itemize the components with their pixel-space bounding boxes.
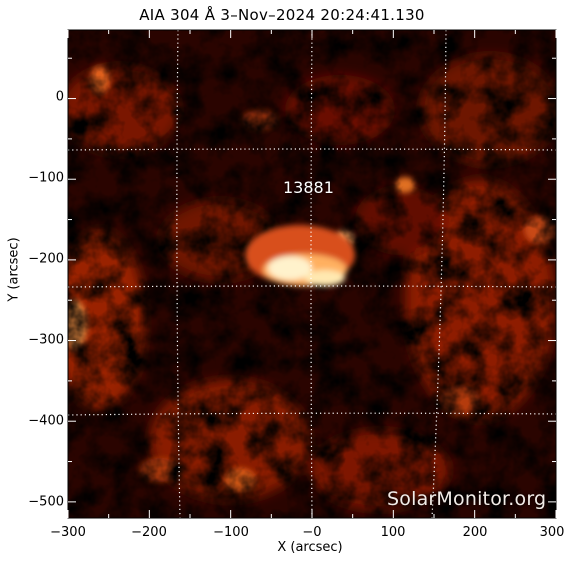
x-tick-label: 200 <box>462 525 488 540</box>
x-tick-label: 300 <box>539 525 564 540</box>
active-region-core <box>245 225 355 286</box>
active-region-label: 13881 <box>283 178 334 197</box>
tick-marks <box>67 30 557 518</box>
y-axis-label: Y (arcsec) <box>6 237 22 302</box>
y-tick-label: −200 <box>28 251 64 267</box>
x-axis-label: X (arcsec) <box>277 540 343 555</box>
solarmonitor-watermark: SolarMonitor.org <box>387 488 547 510</box>
y-tick-label: −300 <box>28 332 64 348</box>
x-tick-label: 100 <box>380 525 406 540</box>
x-tick-label: −200 <box>131 525 167 540</box>
image-title: AIA 304 Å 3–Nov–2024 20:24:41.130 <box>139 6 425 24</box>
coordinate-grid <box>68 30 556 518</box>
x-tick-label: −0 <box>302 525 322 540</box>
y-tick-label: −500 <box>28 494 64 510</box>
y-tick-label: −100 <box>28 170 64 186</box>
x-tick-label: −100 <box>213 525 249 540</box>
y-tick-label: −400 <box>28 413 64 429</box>
y-tick-label: 0 <box>55 89 64 105</box>
x-tick-label: −300 <box>50 525 86 540</box>
